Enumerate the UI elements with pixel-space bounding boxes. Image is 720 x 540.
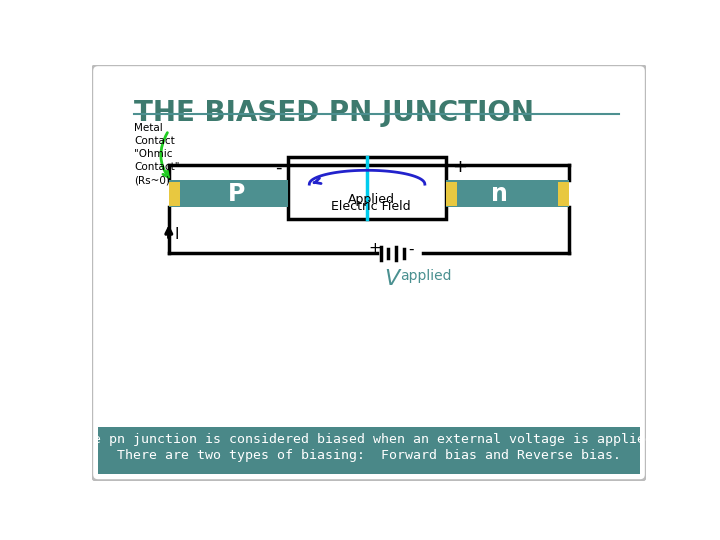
Text: +: + <box>452 158 467 177</box>
Bar <box>168 182 179 206</box>
Text: applied: applied <box>400 269 452 283</box>
Text: THE BIASED PN JUNCTION: THE BIASED PN JUNCTION <box>134 99 534 127</box>
Text: Electric Field: Electric Field <box>331 200 410 213</box>
Text: Applied: Applied <box>348 193 395 206</box>
Text: The pn junction is considered biased when an external voltage is applied.: The pn junction is considered biased whe… <box>77 433 661 446</box>
FancyBboxPatch shape <box>92 65 647 481</box>
Bar <box>446 180 570 207</box>
Bar <box>168 180 288 207</box>
Text: P: P <box>228 182 245 206</box>
Text: I: I <box>175 227 179 242</box>
Text: -: - <box>276 158 282 177</box>
Bar <box>288 157 446 219</box>
Text: n: n <box>492 182 508 206</box>
Bar <box>98 427 640 475</box>
Text: Metal
Contact
"Ohmic
Contact"
(Rs~0): Metal Contact "Ohmic Contact" (Rs~0) <box>134 123 180 185</box>
Text: V: V <box>384 269 400 289</box>
Text: -: - <box>409 241 414 256</box>
Bar <box>559 182 570 206</box>
Text: +: + <box>369 241 382 256</box>
Text: There are two types of biasing:  Forward bias and Reverse bias.: There are two types of biasing: Forward … <box>117 449 621 462</box>
Bar <box>446 182 456 206</box>
